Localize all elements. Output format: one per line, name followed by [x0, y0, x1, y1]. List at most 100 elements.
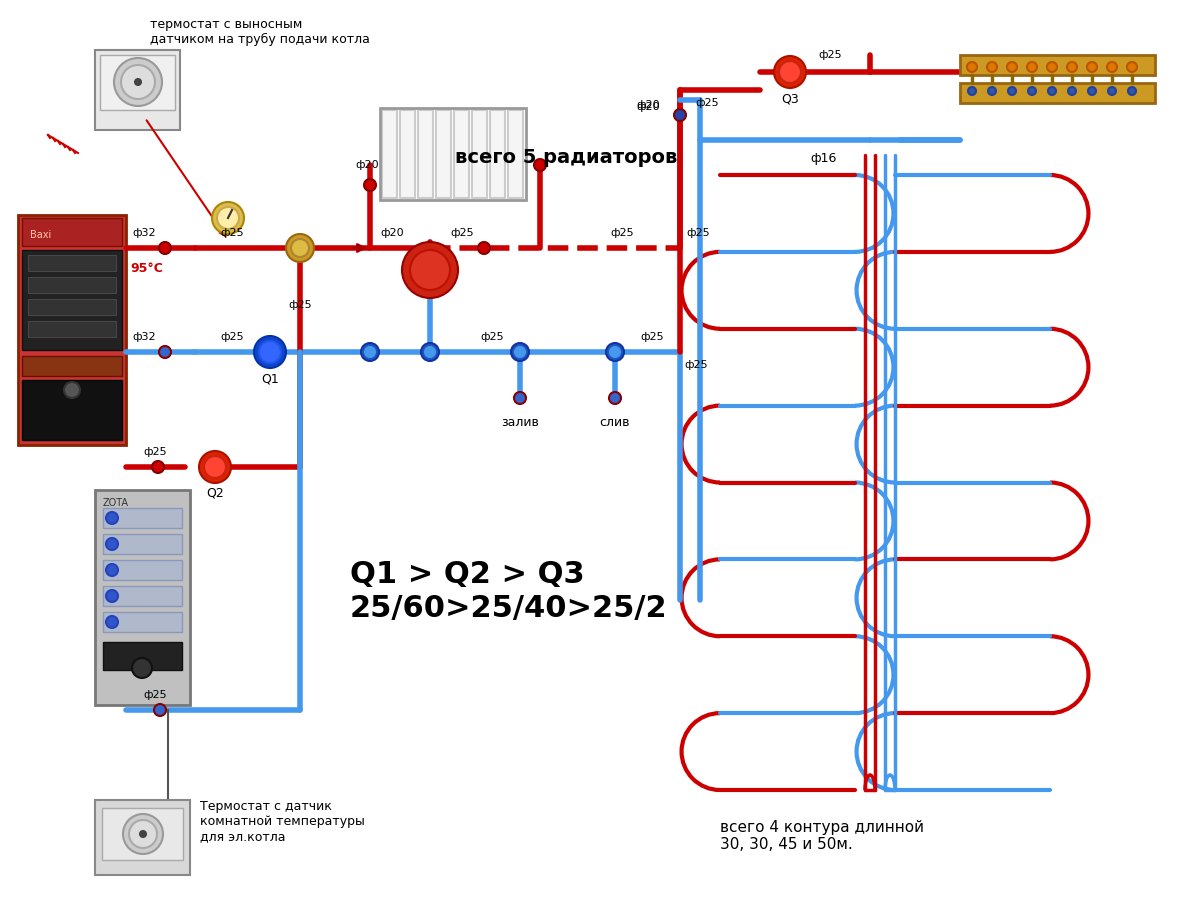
Circle shape — [988, 87, 996, 95]
Circle shape — [121, 65, 155, 99]
Circle shape — [402, 242, 458, 298]
Text: ф20: ф20 — [637, 102, 659, 112]
Text: ф16: ф16 — [811, 152, 837, 165]
Circle shape — [424, 347, 435, 357]
Text: залив: залив — [501, 416, 538, 429]
Circle shape — [129, 820, 157, 848]
Text: Термостат с датчик
комнатной температуры
для эл.котла: Термостат с датчик комнатной температуры… — [200, 800, 364, 843]
Text: Q3: Q3 — [781, 92, 799, 105]
Text: Q1: Q1 — [261, 372, 279, 385]
Circle shape — [152, 461, 164, 473]
Circle shape — [1107, 62, 1117, 72]
Text: ф32: ф32 — [132, 228, 156, 238]
Circle shape — [1067, 62, 1077, 72]
Circle shape — [106, 512, 118, 524]
Text: ф25: ф25 — [450, 228, 474, 238]
FancyBboxPatch shape — [103, 642, 182, 670]
Circle shape — [123, 814, 163, 854]
Circle shape — [1108, 87, 1116, 95]
Text: ф25: ф25 — [219, 332, 243, 342]
Text: ф25: ф25 — [683, 360, 707, 370]
FancyBboxPatch shape — [22, 250, 122, 350]
Text: ф25: ф25 — [219, 228, 243, 238]
FancyBboxPatch shape — [103, 508, 182, 528]
Circle shape — [254, 336, 287, 368]
Circle shape — [199, 451, 231, 483]
Circle shape — [1028, 62, 1037, 72]
Circle shape — [1028, 87, 1036, 95]
Circle shape — [132, 658, 152, 678]
Circle shape — [64, 382, 80, 398]
Text: Q1 > Q2 > Q3
25/60>25/40>25/2: Q1 > Q2 > Q3 25/60>25/40>25/2 — [350, 560, 668, 623]
Circle shape — [135, 79, 141, 85]
Circle shape — [779, 61, 801, 83]
Circle shape — [516, 347, 525, 357]
Text: ф25: ф25 — [143, 447, 167, 457]
Circle shape — [987, 62, 998, 72]
Circle shape — [1087, 87, 1096, 95]
FancyBboxPatch shape — [28, 321, 116, 337]
Circle shape — [1008, 87, 1016, 95]
Circle shape — [478, 242, 490, 254]
FancyBboxPatch shape — [95, 800, 189, 875]
Circle shape — [674, 109, 686, 121]
Circle shape — [364, 347, 375, 357]
Circle shape — [1127, 62, 1137, 72]
Circle shape — [968, 62, 977, 72]
FancyBboxPatch shape — [18, 215, 126, 445]
Circle shape — [364, 179, 376, 191]
FancyBboxPatch shape — [490, 110, 505, 198]
Text: Baxi: Baxi — [30, 230, 52, 240]
Text: ZOTA: ZOTA — [103, 498, 129, 508]
Text: ф25: ф25 — [610, 228, 633, 238]
FancyBboxPatch shape — [103, 586, 182, 606]
Text: всего 5 радиаторов: всего 5 радиаторов — [454, 148, 677, 167]
Text: ф25: ф25 — [686, 228, 710, 238]
Circle shape — [534, 159, 546, 171]
FancyBboxPatch shape — [382, 110, 397, 198]
Circle shape — [1047, 62, 1058, 72]
Circle shape — [514, 392, 526, 404]
Circle shape — [609, 392, 621, 404]
Circle shape — [291, 239, 309, 257]
FancyBboxPatch shape — [454, 110, 469, 198]
FancyBboxPatch shape — [103, 534, 182, 554]
Circle shape — [140, 831, 146, 837]
Circle shape — [968, 87, 976, 95]
FancyBboxPatch shape — [103, 560, 182, 580]
Circle shape — [610, 347, 620, 357]
Circle shape — [361, 343, 379, 361]
FancyBboxPatch shape — [960, 55, 1155, 75]
Circle shape — [212, 202, 245, 234]
FancyBboxPatch shape — [103, 612, 182, 632]
Text: 95°С: 95°С — [129, 262, 163, 275]
Circle shape — [1007, 62, 1017, 72]
Circle shape — [106, 616, 118, 628]
Circle shape — [605, 343, 623, 361]
FancyBboxPatch shape — [28, 299, 116, 315]
Text: ф20: ф20 — [355, 160, 379, 170]
FancyBboxPatch shape — [28, 255, 116, 271]
Circle shape — [1068, 87, 1076, 95]
Circle shape — [159, 242, 171, 254]
Circle shape — [1128, 87, 1135, 95]
Text: ф25: ф25 — [480, 332, 504, 342]
Circle shape — [1087, 62, 1097, 72]
Text: ф25: ф25 — [143, 690, 167, 700]
FancyBboxPatch shape — [22, 356, 122, 376]
Circle shape — [421, 343, 439, 361]
Circle shape — [410, 250, 450, 290]
FancyBboxPatch shape — [28, 277, 116, 293]
FancyBboxPatch shape — [960, 83, 1155, 103]
Text: слив: слив — [600, 416, 631, 429]
Text: ф25: ф25 — [818, 50, 842, 60]
Text: ф25: ф25 — [695, 98, 718, 108]
Circle shape — [114, 58, 162, 106]
Text: Q2: Q2 — [206, 487, 224, 500]
Text: термостат с выносным
датчиком на трубу подачи котла: термостат с выносным датчиком на трубу п… — [150, 18, 369, 46]
Text: ф25: ф25 — [288, 300, 312, 310]
FancyBboxPatch shape — [102, 808, 183, 860]
Text: ф20: ф20 — [380, 228, 404, 238]
Circle shape — [1048, 87, 1056, 95]
FancyBboxPatch shape — [22, 218, 122, 246]
